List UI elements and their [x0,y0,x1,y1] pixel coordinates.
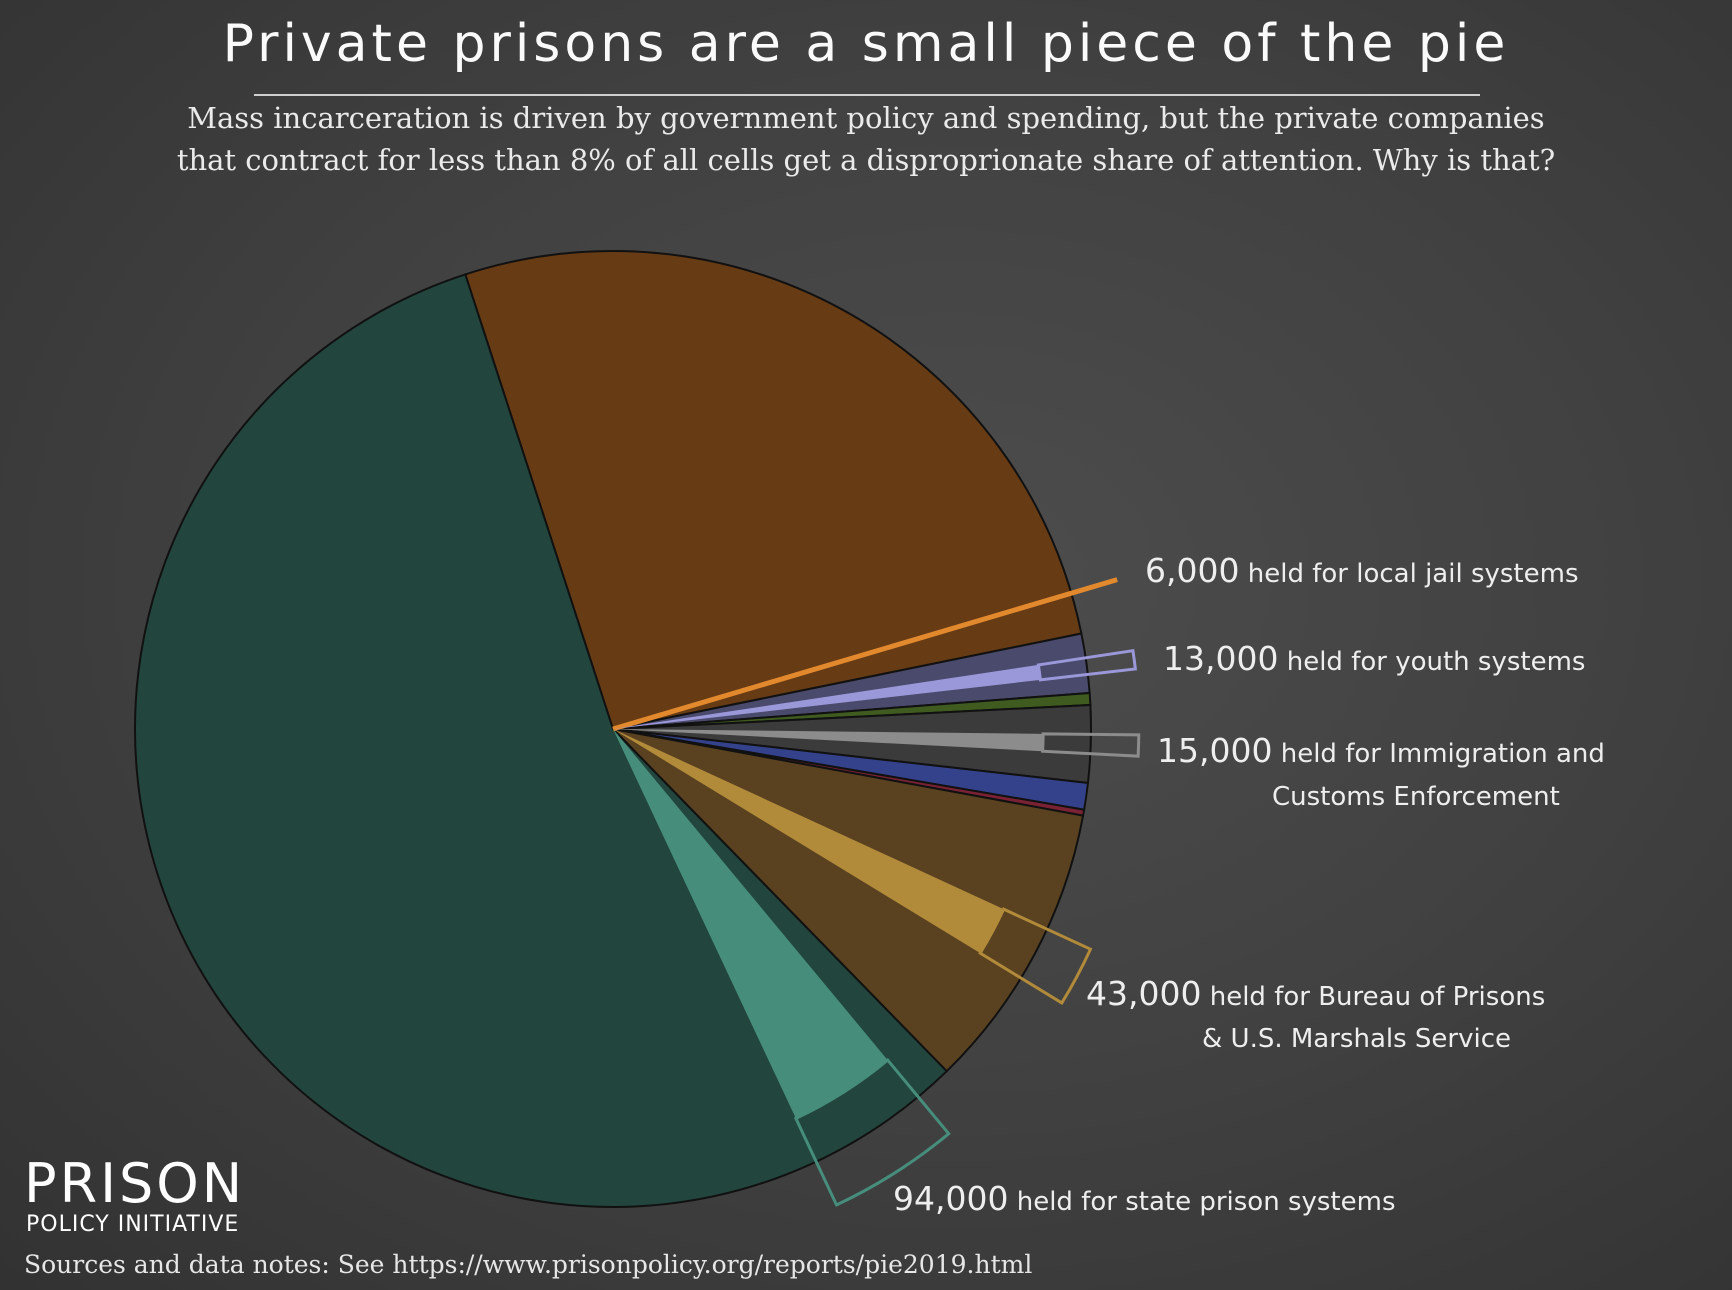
label-youth-count: 13,000 [1163,639,1279,678]
label-local-count: 6,000 [1145,551,1240,590]
chart-title: Private prisons are a small piece of the… [222,14,1510,74]
sources-note: Sources and data notes: See https://www.… [24,1250,1033,1279]
chart-subtitle-line-2: that contract for less than 8% of all ce… [176,143,1556,177]
chart-subtitle-line-1: Mass incarceration is driven by governme… [187,101,1545,135]
label-federal: 43,000 held for Bureau of Prisons [1086,974,1545,1013]
pie-slice-local [464,250,1083,731]
label-immigration-text: held for Immigration and [1280,739,1605,769]
label-local: 6,000 held for local jail systems [1145,551,1579,590]
private-wedge-outline-state [793,1057,951,1207]
private-wedge-immigration [613,729,1044,752]
title-underline [254,94,1480,96]
label-youth-text: held for youth systems [1286,647,1586,677]
label-federal-count: 43,000 [1086,974,1202,1013]
label-state: 94,000 held for state prison systems [893,1179,1396,1218]
private-wedge-youth [613,664,1041,729]
logo-policy-initiative: POLICY INITIATIVE [26,1212,240,1237]
label-immigration-count: 15,000 [1157,731,1273,770]
private-wedge-outline-immigration [1041,732,1141,758]
label-youth: 13,000 held for youth systems [1163,639,1585,678]
label-state-count: 94,000 [893,1179,1009,1218]
private-wedge-outline-federal [978,907,1093,1006]
logo-prison: PRISON [24,1152,246,1215]
pie-slice-federal [610,727,1085,1073]
label-immigration-line2: Customs Enforcement [1272,782,1560,812]
label-local-text: held for local jail systems [1247,559,1579,589]
label-state-text: held for state prison systems [1016,1187,1396,1217]
label-immigration: 15,000 held for Immigration and [1157,731,1605,770]
label-federal-line2: & U.S. Marshals Service [1202,1024,1512,1054]
private-wedge-outline-youth [1036,648,1138,682]
private-wedge-federal [613,729,1004,954]
private-wedge-state [613,729,888,1119]
private-wedge-local [612,577,1118,732]
label-federal-text: held for Bureau of Prisons [1209,982,1546,1012]
